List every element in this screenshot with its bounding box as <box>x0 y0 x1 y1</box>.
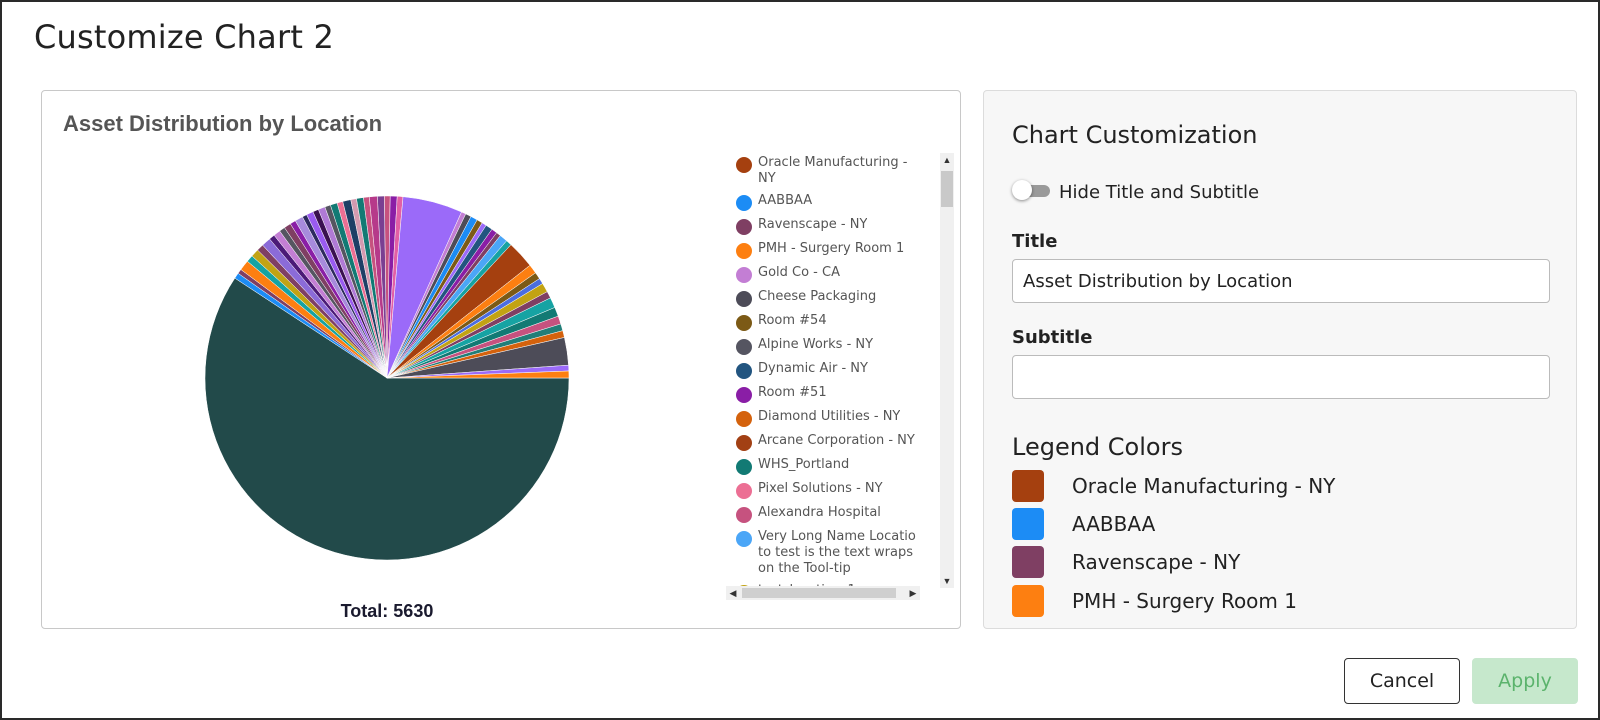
legend-entry[interactable]: Room #51 <box>736 385 932 403</box>
customization-heading: Chart Customization <box>1012 121 1258 149</box>
legend-colors-heading: Legend Colors <box>1012 433 1183 461</box>
legend-dot <box>736 459 752 475</box>
cancel-button[interactable]: Cancel <box>1344 658 1460 704</box>
legend-dot <box>736 315 752 331</box>
chart-customization-panel: Chart Customization Hide Title and Subti… <box>983 90 1577 629</box>
legend-entry[interactable]: Pixel Solutions - NY <box>736 481 932 499</box>
legend-label: Room #54 <box>758 313 827 328</box>
legend-entry[interactable]: WHS_Portland <box>736 457 932 475</box>
hide-title-toggle-label: Hide Title and Subtitle <box>1059 182 1260 203</box>
legend-label: Arcane Corporation - NY <box>758 433 915 448</box>
scroll-left-icon[interactable]: ◀ <box>729 588 737 598</box>
legend-label: Pixel Solutions - NY <box>758 481 883 496</box>
legend-label: Alpine Works - NY <box>758 337 874 352</box>
legend-entry[interactable]: Alexandra Hospital <box>736 505 932 523</box>
legend-color-name: PMH - Surgery Room 1 <box>1072 589 1297 613</box>
chart-legend: Oracle Manufacturing - NY AABBAA Ravenscap… <box>736 155 932 587</box>
legend-color-row: Ravenscape - NY <box>1012 546 1240 578</box>
color-swatch[interactable] <box>1012 546 1044 578</box>
legend-dot <box>736 387 752 403</box>
legend-dot <box>736 157 752 173</box>
legend-dot <box>736 339 752 355</box>
dialog-title: Customize Chart 2 <box>34 18 335 56</box>
legend-color-name: Oracle Manufacturing - NY <box>1072 474 1336 498</box>
pie-slice[interactable] <box>386 370 570 379</box>
legend-entry[interactable]: Cheese Packaging <box>736 289 932 307</box>
legend-entry[interactable]: Arcane Corporation - NY <box>736 433 932 451</box>
legend-entry[interactable]: Gold Co - CA <box>736 265 932 283</box>
legend-entry[interactable]: Diamond Utilities - NY <box>736 409 932 427</box>
legend-label: Room #51 <box>758 385 827 400</box>
legend-dot <box>736 411 752 427</box>
legend-entry[interactable]: Room #54 <box>736 313 932 331</box>
apply-button[interactable]: Apply <box>1472 658 1578 704</box>
scroll-up-icon[interactable]: ▲ <box>942 155 952 165</box>
legend-dot <box>736 195 752 211</box>
scroll-down-icon[interactable]: ▼ <box>942 576 952 586</box>
legend-label: Alexandra Hospital <box>758 505 881 520</box>
title-input[interactable] <box>1012 259 1550 303</box>
legend-entry[interactable]: Oracle Manufacturing - NY <box>736 155 932 187</box>
color-swatch[interactable] <box>1012 508 1044 540</box>
legend-label: Very Long Name Locatio to test is the te… <box>758 529 916 576</box>
legend-color-row: PMH - Surgery Room 1 <box>1012 585 1297 617</box>
hide-title-toggle[interactable] <box>1012 180 1050 200</box>
legend-label: AABBAA <box>758 193 813 208</box>
legend-label: Ravenscape - NY <box>758 217 868 232</box>
chart-preview-panel: Asset Distribution by Location Total: 56… <box>41 90 961 629</box>
legend-label: PMH - Surgery Room 1 <box>758 241 905 256</box>
pie-slice[interactable] <box>204 277 570 561</box>
legend-label: Gold Co - CA <box>758 265 840 280</box>
legend-label: Diamond Utilities - NY <box>758 409 901 424</box>
legend-dot <box>736 483 752 499</box>
color-swatch[interactable] <box>1012 585 1044 617</box>
legend-dot <box>736 531 752 547</box>
legend-dot <box>736 243 752 259</box>
legend-entry[interactable]: Dynamic Air - NY <box>736 361 932 379</box>
color-swatch[interactable] <box>1012 470 1044 502</box>
legend-entry[interactable]: Alpine Works - NY <box>736 337 932 355</box>
legend-dot <box>736 219 752 235</box>
legend-color-name: AABBAA <box>1072 512 1156 536</box>
legend-dot <box>736 435 752 451</box>
chart-title: Asset Distribution by Location <box>63 111 383 136</box>
pie-chart <box>202 193 572 563</box>
legend-label: Cheese Packaging <box>758 289 877 304</box>
scrollbar-thumb-horizontal[interactable] <box>742 588 896 598</box>
scrollbar-thumb[interactable] <box>941 171 953 207</box>
legend-entry[interactable]: Ravenscape - NY <box>736 217 932 235</box>
legend-label: Dynamic Air - NY <box>758 361 868 376</box>
legend-horizontal-scrollbar[interactable]: ◀ ▶ <box>726 586 920 600</box>
legend-entry[interactable]: AABBAA <box>736 193 932 211</box>
legend-label: Oracle Manufacturing - NY <box>758 155 908 186</box>
pie-chart-svg <box>204 195 570 561</box>
subtitle-input[interactable] <box>1012 355 1550 399</box>
legend-label: WHS_Portland <box>758 457 850 472</box>
legend-dot <box>736 507 752 523</box>
legend-dot <box>736 363 752 379</box>
legend-label: test_location_1 <box>758 583 856 587</box>
legend-dot <box>736 291 752 307</box>
title-label: Title <box>1012 231 1058 252</box>
legend-dot <box>736 267 752 283</box>
toggle-knob <box>1012 180 1032 200</box>
scroll-right-icon[interactable]: ▶ <box>909 588 917 598</box>
legend-entry[interactable]: PMH - Surgery Room 1 <box>736 241 932 259</box>
legend-entry[interactable]: Very Long Name Locatio to test is the te… <box>736 529 932 577</box>
legend-color-row: Oracle Manufacturing - NY <box>1012 470 1335 502</box>
chart-total: Total: 5630 <box>340 601 434 621</box>
legend-color-name: Ravenscape - NY <box>1072 550 1241 574</box>
subtitle-label: Subtitle <box>1012 327 1093 348</box>
legend-color-row: AABBAA <box>1012 508 1155 540</box>
legend-vertical-scrollbar[interactable]: ▲ ▼ <box>940 153 954 588</box>
